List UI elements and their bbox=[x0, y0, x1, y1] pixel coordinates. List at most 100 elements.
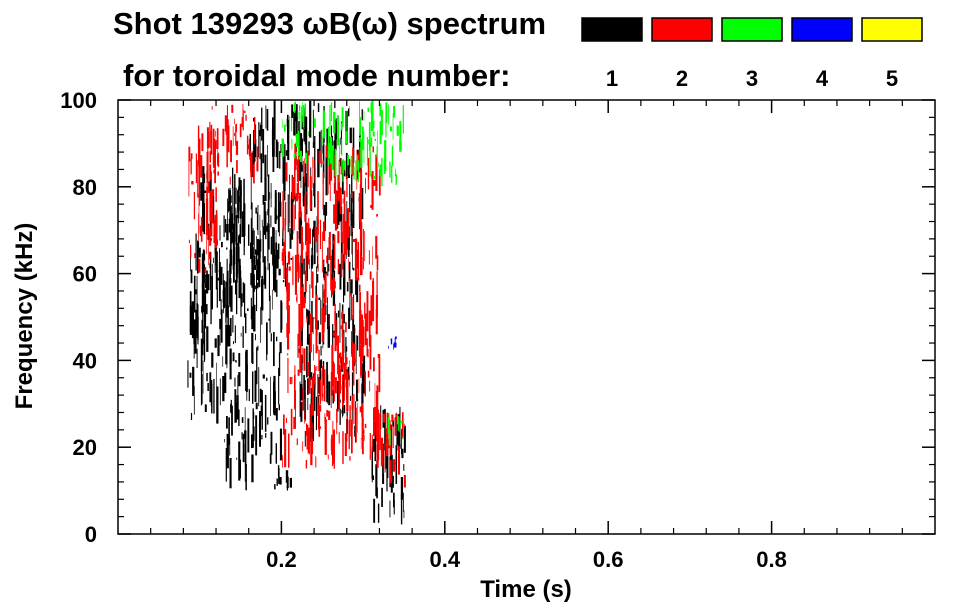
spectrum-mark-mode-1 bbox=[252, 412, 255, 419]
spectrum-mark-mode-1 bbox=[334, 100, 336, 109]
spectrum-mark-mode-1 bbox=[323, 259, 325, 278]
spectrum-mark-mode-2 bbox=[216, 128, 219, 149]
spectrum-mark-mode-1 bbox=[299, 255, 301, 272]
spectrum-mark-mode-2 bbox=[317, 404, 320, 430]
spectrum-mark-mode-1 bbox=[386, 461, 388, 492]
spectrum-mark-mode-1 bbox=[260, 153, 263, 183]
spectrum-mark-mode-1 bbox=[309, 284, 311, 323]
spectrum-mark-mode-2 bbox=[293, 416, 296, 429]
spectrum-mark-mode-1 bbox=[235, 360, 237, 363]
spectrum-mark-mode-2 bbox=[358, 330, 361, 357]
spectrum-mark-mode-2 bbox=[315, 299, 316, 329]
spectrum-mark-mode-3 bbox=[356, 155, 358, 171]
spectrum-mark-mode-1 bbox=[347, 247, 350, 257]
spectrum-mark-mode-2 bbox=[349, 360, 350, 387]
spectrum-mark-mode-3 bbox=[394, 168, 396, 177]
spectrum-mark-mode-1 bbox=[202, 166, 205, 204]
spectrum-mark-mode-1 bbox=[327, 314, 330, 348]
spectrum-mark-mode-1 bbox=[253, 285, 256, 290]
spectrum-mark-mode-1 bbox=[304, 108, 306, 129]
spectrum-mark-mode-1 bbox=[203, 340, 205, 343]
spectrum-mark-mode-2 bbox=[354, 238, 358, 281]
spectrum-mark-mode-1 bbox=[254, 265, 256, 270]
spectrum-mark-mode-1 bbox=[266, 332, 268, 361]
spectrum-mark-mode-2 bbox=[325, 145, 328, 158]
spectrum-mark-mode-1 bbox=[235, 243, 238, 278]
spectrum-mark-mode-3 bbox=[341, 107, 344, 127]
spectrum-mark-mode-2 bbox=[286, 417, 287, 423]
spectrum-mark-mode-3 bbox=[370, 137, 373, 147]
spectrum-mark-mode-1 bbox=[261, 275, 263, 288]
spectrum-mark-mode-1 bbox=[265, 433, 267, 438]
spectrum-mark-mode-3 bbox=[296, 133, 299, 147]
spectrum-mark-mode-1 bbox=[261, 279, 264, 311]
spectrum-mark-mode-1 bbox=[229, 350, 232, 380]
spectrum-mark-mode-2 bbox=[215, 187, 217, 202]
spectrum-mark-mode-2 bbox=[357, 402, 358, 433]
spectrum-mark-mode-2 bbox=[339, 162, 341, 188]
spectrum-mark-mode-1 bbox=[202, 255, 203, 269]
spectrum-mark-mode-2 bbox=[335, 333, 337, 346]
spectrum-mark-mode-4 bbox=[393, 344, 394, 350]
spectrum-mark-mode-2 bbox=[314, 227, 317, 242]
spectrum-mark-mode-1 bbox=[190, 412, 193, 420]
spectrum-mark-mode-1 bbox=[263, 201, 266, 235]
spectrum-mark-mode-2 bbox=[316, 366, 318, 371]
spectrum-mark-mode-1 bbox=[272, 117, 274, 157]
spectrum-mark-mode-3 bbox=[298, 156, 301, 160]
spectrum-mark-mode-2 bbox=[215, 140, 217, 149]
spectrum-mark-mode-1 bbox=[295, 196, 296, 220]
spectrum-mark-mode-3 bbox=[281, 138, 284, 157]
spectrum-mark-mode-3 bbox=[388, 430, 391, 446]
spectrum-mark-mode-1 bbox=[262, 129, 265, 164]
spectrum-mark-mode-1 bbox=[251, 332, 254, 363]
spectrum-mark-mode-2 bbox=[321, 231, 323, 273]
spectrum-mark-mode-2 bbox=[287, 251, 291, 265]
spectrum-mark-mode-2 bbox=[352, 346, 355, 386]
spectrum-mark-mode-2 bbox=[208, 251, 211, 260]
spectrum-mark-mode-1 bbox=[260, 306, 261, 343]
spectrum-mark-mode-1 bbox=[278, 352, 281, 377]
spectrum-mark-mode-1 bbox=[317, 148, 320, 178]
spectrum-mark-mode-1 bbox=[277, 465, 280, 476]
spectrum-mark-mode-2 bbox=[339, 187, 342, 215]
spectrum-mark-mode-1 bbox=[310, 388, 312, 406]
spectrum-mark-mode-2 bbox=[283, 414, 285, 435]
spectrum-mark-mode-2 bbox=[378, 458, 379, 468]
spectrum-mark-mode-1 bbox=[299, 164, 300, 169]
spectrum-mark-mode-1 bbox=[285, 470, 289, 483]
spectrum-mark-mode-1 bbox=[190, 248, 191, 272]
spectrum-mark-mode-1 bbox=[332, 324, 334, 349]
spectrum-mark-mode-2 bbox=[312, 317, 314, 334]
spectrum-mark-mode-2 bbox=[364, 371, 366, 397]
spectrum-mark-mode-1 bbox=[337, 381, 339, 412]
spectrum-mark-mode-2 bbox=[232, 126, 234, 146]
legend-label-mode-3: 3 bbox=[746, 66, 758, 91]
spectrum-mark-mode-3 bbox=[298, 111, 300, 120]
spectrum-mark-mode-2 bbox=[310, 407, 312, 432]
spectrum-mark-mode-1 bbox=[312, 142, 315, 148]
spectrum-mark-mode-1 bbox=[209, 251, 212, 291]
spectrum-mark-mode-1 bbox=[238, 409, 240, 426]
spectrum-mark-mode-2 bbox=[360, 256, 363, 275]
spectrum-mark-mode-3 bbox=[327, 143, 330, 154]
spectrum-mark-mode-1 bbox=[318, 332, 321, 345]
spectrum-mark-mode-1 bbox=[226, 224, 229, 241]
spectrum-mark-mode-3 bbox=[290, 117, 293, 132]
spectrum-mark-mode-1 bbox=[241, 293, 243, 307]
spectrum-mark-mode-2 bbox=[348, 419, 350, 450]
spectrum-mark-mode-2 bbox=[207, 181, 210, 193]
spectrum-mark-mode-1 bbox=[225, 304, 227, 339]
spectrum-mark-mode-1 bbox=[264, 154, 267, 181]
spectrum-mark-mode-2 bbox=[338, 431, 340, 444]
spectrum-mark-mode-1 bbox=[240, 186, 242, 196]
spectrum-mark-mode-1 bbox=[313, 220, 316, 234]
spectrum-mark-mode-1 bbox=[216, 386, 219, 424]
spectrum-mark-mode-1 bbox=[356, 379, 358, 400]
spectrum-mark-mode-1 bbox=[312, 109, 314, 148]
spectrum-mark-mode-3 bbox=[368, 139, 369, 145]
spectrum-mark-mode-2 bbox=[392, 425, 394, 448]
spectrum-mark-mode-3 bbox=[298, 130, 300, 138]
spectrum-mark-mode-2 bbox=[340, 325, 342, 330]
spectrum-mark-mode-1 bbox=[259, 240, 261, 266]
